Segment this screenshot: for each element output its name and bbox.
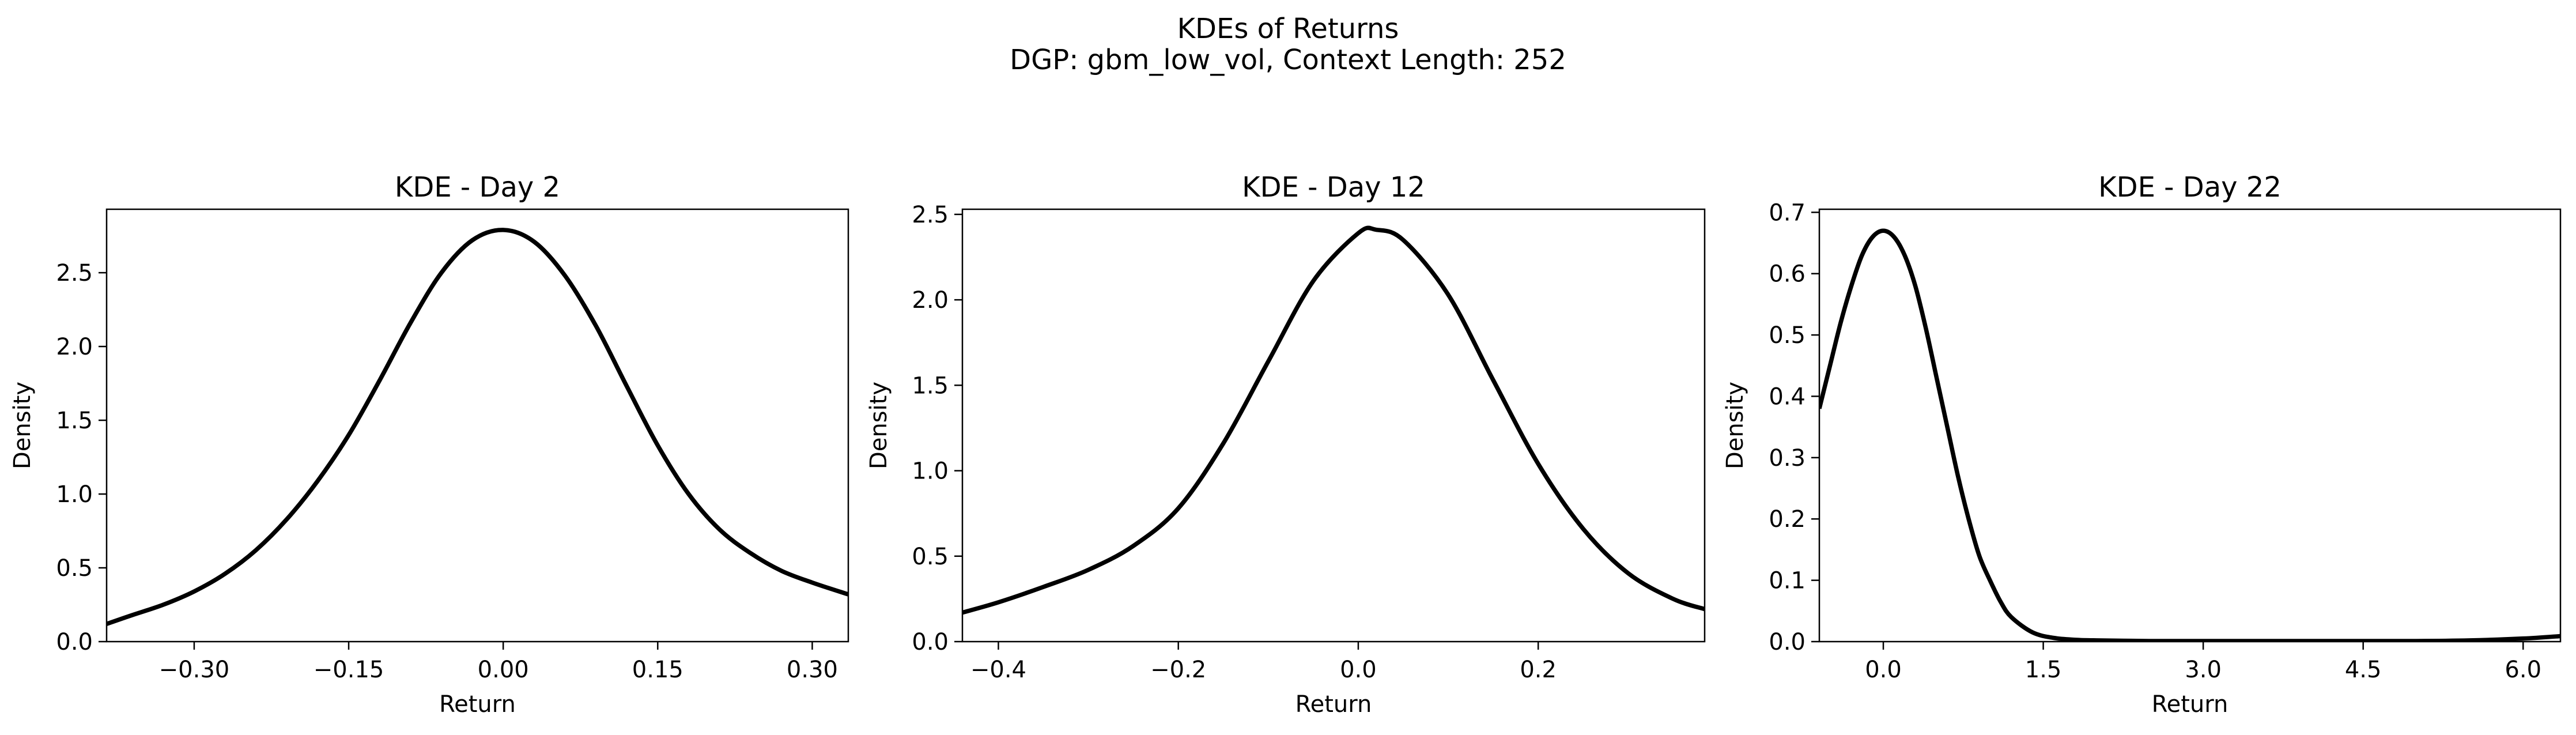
y-tick-label: 0.5 (56, 555, 93, 582)
axes-frame (961, 208, 1706, 643)
x-tick-label: −0.30 (159, 657, 230, 683)
x-tick-label: 1.5 (2025, 657, 2062, 683)
axes-frame (1818, 208, 2562, 643)
y-tick-label: 0.1 (1769, 568, 1806, 594)
x-tick-label: 0.30 (787, 657, 838, 683)
subplot-title: KDE - Day 2 (395, 171, 560, 203)
x-tick-label: 6.0 (2505, 657, 2541, 683)
y-tick-label: 0.7 (1769, 199, 1806, 226)
x-axis-label: Return (2152, 691, 2228, 718)
y-tick-label: 1.5 (56, 408, 93, 434)
y-tick-label: 0.5 (912, 544, 949, 570)
y-tick-label: 0.0 (56, 629, 93, 655)
x-tick-label: 3.0 (2185, 657, 2222, 683)
y-tick-label: 0.3 (1769, 445, 1806, 472)
y-tick-label: 0.4 (1769, 383, 1806, 410)
x-axis-label: Return (439, 691, 516, 718)
y-tick-label: 1.0 (56, 481, 93, 508)
x-tick-label: 0.0 (1340, 657, 1377, 683)
subplot-2: −0.4 −0.2 0.0 0.2 0.0 0.5 1.0 1.5 2.0 2.5 KDE - Da… (866, 171, 1706, 718)
x-tick-label: −0.4 (970, 657, 1026, 683)
kde-line-series-1 (962, 225, 1705, 615)
x-tick-label: 0.0 (1865, 657, 1902, 683)
x-tick-label: 0.15 (632, 657, 683, 683)
figure-title-line-2: DGP: gbm_low_vol, Context Length: 252 (1010, 44, 1566, 76)
subplot-1: −0.30 −0.15 0.00 0.15 0.30 0.0 0.5 1.0 1.5 2.0 2.5… (9, 171, 849, 718)
subplot-title: KDE - Day 22 (2098, 171, 2282, 203)
y-tick-label: 1.5 (912, 372, 949, 399)
y-tick-label: 0.6 (1769, 261, 1806, 288)
y-tick-label: 2.5 (56, 260, 93, 287)
x-tick-label: 0.2 (1520, 657, 1557, 683)
y-tick-label: 1.0 (912, 458, 949, 485)
y-tick-label: 0.0 (912, 629, 949, 655)
x-tick-label: −0.2 (1150, 657, 1206, 683)
figure-title-line-1: KDEs of Returns (1177, 13, 1399, 45)
x-tick-label: 0.00 (478, 657, 529, 683)
y-axis-label: Density (1722, 382, 1748, 469)
x-tick-label: −0.15 (313, 657, 384, 683)
subplot-3: 0.0 1.5 3.0 4.5 6.0 0.0 0.1 0.2 0.3 0.4 0.5 0.6 0.7 K… (1722, 171, 2562, 718)
kde-line-series-1 (107, 228, 848, 626)
kde-line-series-1 (1819, 228, 2560, 642)
y-tick-label: 0.5 (1769, 322, 1806, 349)
y-tick-label: 0.0 (1769, 629, 1806, 655)
x-tick-label: 4.5 (2345, 657, 2382, 683)
subplot-title: KDE - Day 12 (1242, 171, 1425, 203)
y-tick-label: 0.2 (1769, 506, 1806, 533)
y-tick-label: 2.0 (912, 287, 949, 314)
y-axis-label: Density (866, 382, 892, 469)
y-tick-label: 2.0 (56, 334, 93, 360)
axes-frame (105, 208, 849, 643)
y-tick-label: 2.5 (912, 202, 949, 228)
x-axis-label: Return (1295, 691, 1372, 718)
y-axis-label: Density (9, 382, 36, 469)
